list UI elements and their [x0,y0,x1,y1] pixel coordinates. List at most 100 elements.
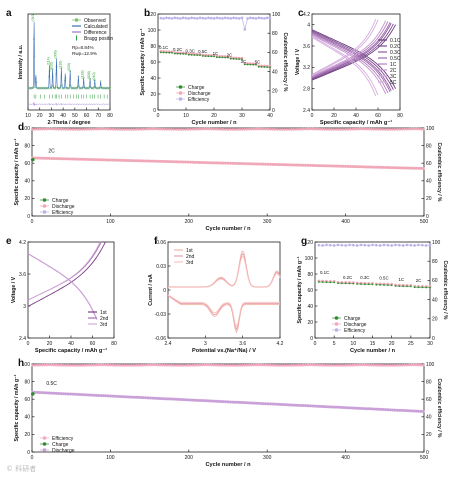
rate-label: 5C [255,60,261,65]
efficiency-point [198,127,202,131]
efficiency-point [207,16,210,20]
efficiency-point [370,127,373,131]
efficiency-point [294,127,298,131]
discharge-point [177,397,181,401]
discharge-point [322,164,326,168]
discharge-point [85,393,89,397]
charge-point [199,54,201,57]
efficiency-point [384,128,387,131]
discharge-point [315,404,319,408]
efficiency-point [218,16,221,20]
discharge-point [353,406,357,410]
y-tick-label: 0.03 [156,264,166,270]
efficiency-point [120,128,124,131]
efficiency-point [371,243,374,247]
legend-marker [334,316,339,320]
plot-frame [167,241,281,339]
efficiency-point [396,364,399,367]
efficiency-point [156,127,159,131]
charge-point [386,284,389,286]
efficiency-point [266,127,270,131]
discharge-point [369,407,373,411]
discharge-point [80,393,84,397]
charge-point [255,63,257,66]
efficiency-point [424,244,428,247]
efficiency-point [94,363,98,367]
efficiency-point [217,363,220,367]
discharge-point [299,163,303,167]
discharge-point [68,392,72,396]
efficiency-point [330,364,333,367]
charge-point [196,54,199,56]
discharge-point [191,398,195,402]
discharge-point [158,159,162,163]
efficiency-point [174,128,178,131]
discharge-point [87,157,91,161]
discharge-point [40,156,44,160]
legend-entry: Calculated [84,24,108,30]
panel-letter: e [6,236,12,247]
efficiency-point [170,128,173,131]
y-tick-label: 0 [310,336,313,342]
efficiency-point [66,364,70,367]
efficiency-point [297,127,300,131]
efficiency-point [167,16,171,20]
charge-point [402,285,405,288]
discharge-point [393,166,397,170]
discharge-point [57,157,61,161]
x-tick-label: 0 [311,113,314,119]
charge-curve [27,241,106,307]
discharge-point [57,391,61,395]
efficiency-point [365,363,369,367]
efficiency-point [381,128,385,131]
discharge-point [167,160,171,164]
charge-point [204,55,207,57]
efficiency-point [47,127,51,131]
y2-tick-label: 100 [272,12,281,18]
efficiency-point [367,127,371,131]
charge-point [30,392,35,396]
efficiency-point [243,127,246,131]
discharge-point [151,396,155,400]
legend-marker [42,442,47,446]
xrd-observed-point [99,79,102,82]
efficiency-point [73,364,77,367]
discharge-point [33,156,37,160]
efficiency-point [280,364,284,367]
efficiency-point [167,128,171,131]
efficiency-point [226,16,230,20]
efficiency-point [265,16,269,20]
discharge-point [294,163,298,167]
efficiency-point [102,127,105,131]
discharge-point [219,161,223,165]
discharge-point [275,402,279,406]
efficiency-point [356,363,359,367]
panel-b: 0 10 20 30 40020406080100120020406080100Coul… [140,8,288,126]
efficiency-point [393,128,397,131]
charge-point [417,286,420,289]
efficiency-point [62,363,65,367]
discharge-point [421,166,425,170]
discharge-point [170,397,174,401]
discharge-point [92,158,96,162]
discharge-point [54,391,58,395]
discharge-point [308,163,312,167]
efficiency-point [323,363,326,367]
efficiency-point [224,364,227,367]
charge-point [425,286,428,289]
discharge-point [344,164,348,168]
discharge-point [186,398,190,402]
discharge-point [332,405,336,409]
legend-entry: Efficiency [52,436,74,442]
discharge-point [409,166,413,170]
efficiency-point [160,363,164,367]
charge-point [185,53,187,55]
discharge-point [43,391,47,395]
discharge-point [120,158,124,162]
discharge-point [205,399,209,403]
discharge-point [261,402,265,406]
charge-point [329,281,332,284]
discharge-point [327,164,331,168]
efficiency-point [40,127,44,131]
discharge-point [224,161,228,165]
